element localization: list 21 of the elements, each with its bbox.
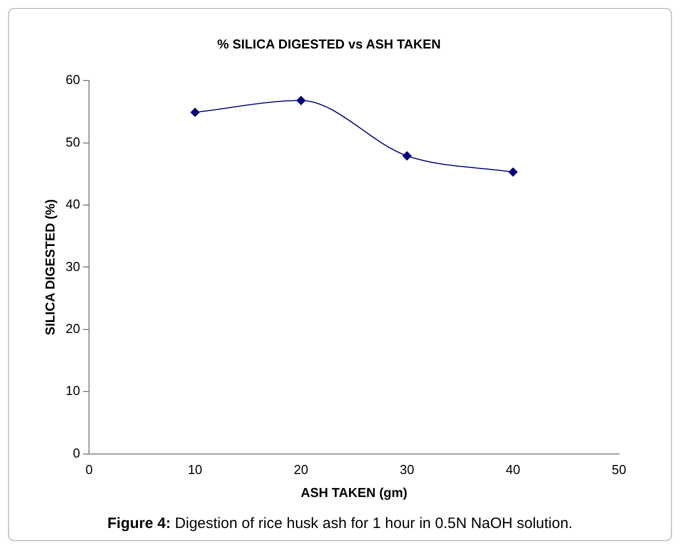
point (508, 168, 518, 177)
point (190, 108, 200, 117)
x-tick-label: 20 (294, 462, 308, 478)
y-tick-label: 60 (66, 72, 80, 88)
y-tick-label: 0 (72, 445, 80, 460)
x-tick-label: 30 (400, 462, 414, 478)
x-tick-label: 40 (506, 462, 520, 478)
chart-title: % SILICA DIGESTED vs ASH TAKEN (217, 36, 441, 52)
y-tick-label: 40 (66, 196, 80, 212)
point (402, 151, 412, 160)
y-tick-label: 10 (66, 383, 80, 398)
x-axis-title: ASH TAKEN (gm) (300, 484, 408, 500)
y-tick-label: 30 (66, 258, 80, 274)
y-tick-label: 50 (66, 134, 80, 150)
x-tick-label: 10 (188, 462, 202, 478)
caption: Figure 4: Digestion of rice husk ash for 1 hour in 0.5N NaOH solution. (107, 515, 573, 532)
x-tick-label: 50 (612, 462, 626, 478)
x-tick-label: 0 (85, 462, 93, 478)
y-tick-label: 20 (66, 320, 80, 336)
y-axis-title: SILICA DIGESTED (%) (42, 199, 58, 336)
point (296, 96, 306, 106)
